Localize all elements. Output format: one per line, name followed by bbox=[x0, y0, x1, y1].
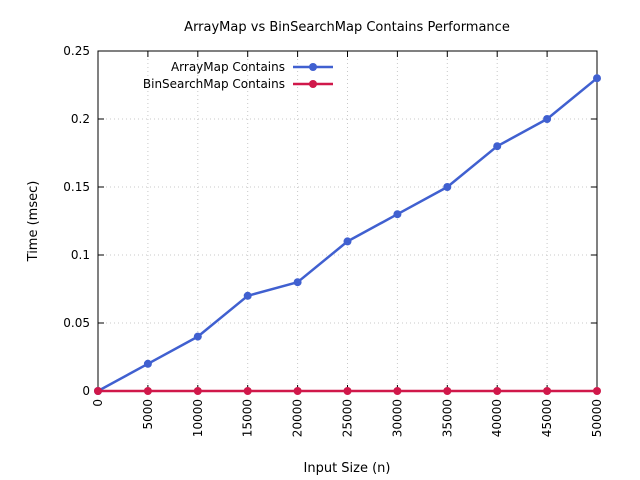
data-point bbox=[243, 387, 252, 395]
x-tick-label: 20000 bbox=[291, 399, 305, 437]
data-point bbox=[243, 291, 252, 300]
data-point bbox=[493, 387, 502, 395]
data-point bbox=[393, 210, 402, 219]
data-point bbox=[443, 183, 452, 191]
data-point bbox=[593, 387, 601, 395]
y-tick-label: 0.15 bbox=[63, 180, 90, 194]
y-tick-label: 0.1 bbox=[71, 248, 90, 262]
data-point bbox=[193, 332, 202, 341]
data-point bbox=[543, 115, 552, 123]
data-point bbox=[443, 387, 452, 395]
y-tick-label: 0.25 bbox=[63, 44, 90, 58]
data-point bbox=[143, 387, 152, 395]
data-point bbox=[293, 278, 302, 287]
y-tick-label: 0.2 bbox=[71, 112, 90, 126]
x-tick-label: 10000 bbox=[191, 399, 205, 437]
series-binsearchmap-contains bbox=[94, 387, 601, 395]
data-point bbox=[143, 359, 152, 368]
legend-item: BinSearchMap Contains bbox=[143, 77, 333, 91]
axis-ticks: 0 0.05 0.1 0.15 0.2 0.25 0 5000 10000 15000 20000 2… bbox=[63, 44, 604, 437]
series-arraymap-contains bbox=[94, 74, 601, 395]
legend-label: BinSearchMap Contains bbox=[143, 77, 285, 91]
x-tick-label: 30000 bbox=[390, 399, 404, 437]
y-tick-label: 0 bbox=[82, 384, 90, 398]
x-tick-label: 15000 bbox=[241, 399, 255, 437]
x-axis-label: Input Size (n) bbox=[304, 461, 391, 476]
x-tick-label: 5000 bbox=[141, 399, 155, 430]
data-point bbox=[393, 387, 402, 395]
y-tick-label: 0.05 bbox=[63, 316, 90, 330]
x-tick-label: 50000 bbox=[590, 399, 604, 437]
data-point bbox=[493, 142, 502, 151]
legend-label: ArrayMap Contains bbox=[171, 60, 285, 74]
legend-swatch-marker bbox=[309, 63, 317, 71]
x-tick-label: 45000 bbox=[540, 399, 554, 437]
data-point bbox=[593, 74, 601, 83]
y-axis-label: Time (msec) bbox=[26, 181, 41, 263]
data-point bbox=[343, 237, 352, 246]
data-point bbox=[543, 387, 552, 395]
series-layer bbox=[94, 74, 601, 395]
x-tick-label: 25000 bbox=[341, 399, 355, 437]
legend-item: ArrayMap Contains bbox=[171, 60, 333, 74]
data-point bbox=[193, 387, 202, 395]
chart-title: ArrayMap vs BinSearchMap Contains Perfor… bbox=[184, 20, 510, 35]
legend-swatch-marker bbox=[309, 80, 317, 88]
series-line bbox=[97, 77, 598, 393]
data-point bbox=[94, 387, 102, 395]
data-point bbox=[293, 387, 302, 395]
x-tick-label: 35000 bbox=[440, 399, 454, 437]
grid-lines bbox=[98, 51, 597, 391]
legend: ArrayMap Contains BinSearchMap Contains bbox=[143, 60, 333, 91]
data-point bbox=[343, 387, 352, 395]
x-tick-label: 40000 bbox=[490, 399, 504, 437]
x-tick-label: 0 bbox=[91, 399, 105, 407]
